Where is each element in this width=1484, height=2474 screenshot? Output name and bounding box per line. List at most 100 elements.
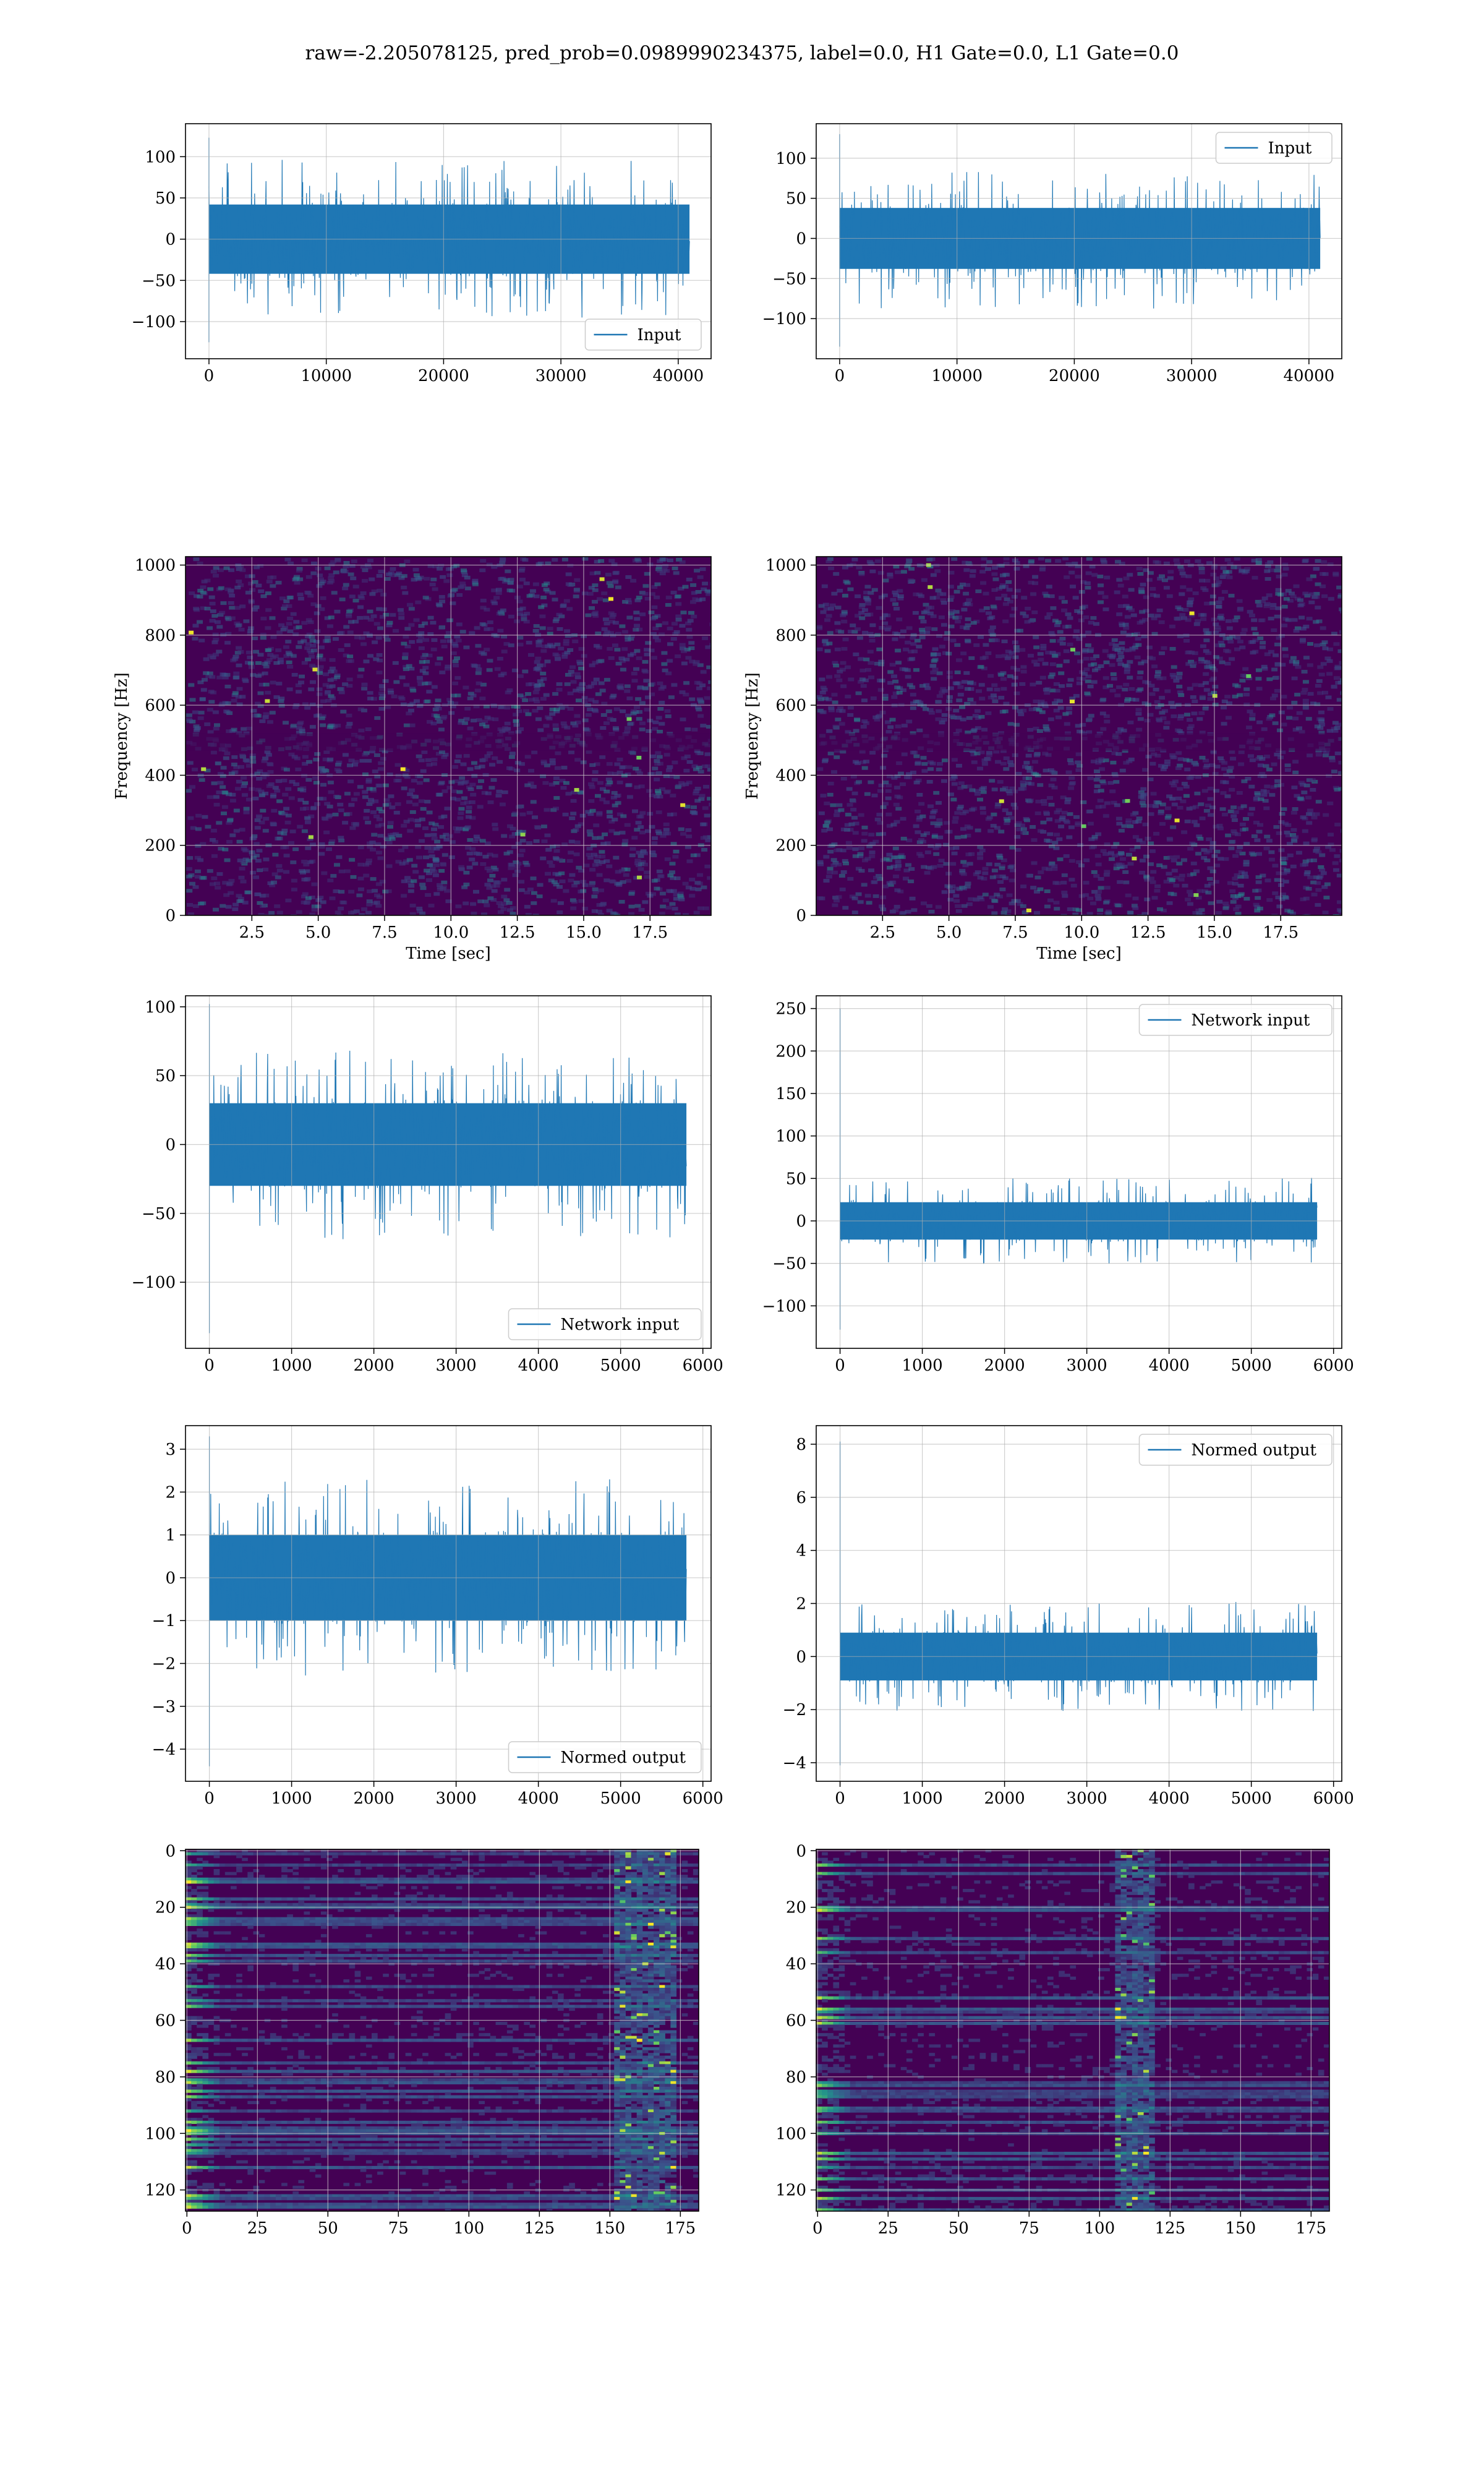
y-tick-label: 4 bbox=[796, 1542, 806, 1560]
x-tick-label: 30000 bbox=[535, 367, 587, 385]
y-tick-label: 0 bbox=[796, 229, 806, 248]
grid-p5 bbox=[186, 996, 711, 1348]
x-tick-label: 7.5 bbox=[372, 923, 397, 942]
y-tick-label: 80 bbox=[155, 2068, 176, 2087]
y-tick-label: 6 bbox=[796, 1489, 806, 1507]
x-tick-label: 3000 bbox=[436, 1356, 477, 1375]
x-tick-label: 1000 bbox=[902, 1356, 943, 1375]
y-tick-label: 2 bbox=[165, 1483, 176, 1502]
x-tick-label: 175 bbox=[665, 2219, 696, 2238]
x-tick-label: 7.5 bbox=[1002, 923, 1028, 942]
y-tick-label: 0 bbox=[165, 1569, 176, 1588]
grid-p10 bbox=[816, 1849, 1329, 2211]
legend: Input bbox=[584, 319, 702, 351]
x-tick-label: 10000 bbox=[931, 367, 983, 385]
y-tick-label: 50 bbox=[155, 189, 176, 208]
y-tick-label: 1000 bbox=[135, 557, 176, 575]
axes-frame bbox=[816, 995, 1342, 1349]
y-tick-label: 200 bbox=[775, 837, 806, 855]
x-tick-label: 5000 bbox=[1231, 1789, 1272, 1808]
legend: Network input bbox=[1138, 1004, 1333, 1036]
x-tick-label: 40000 bbox=[1284, 367, 1335, 385]
x-tick-label: 25 bbox=[247, 2219, 268, 2238]
x-tick-label: 5.0 bbox=[305, 923, 331, 942]
x-tick-label: 20000 bbox=[1049, 367, 1100, 385]
legend: Network input bbox=[508, 1308, 702, 1340]
x-tick-label: 2000 bbox=[354, 1789, 394, 1808]
x-tick-label: 3000 bbox=[1067, 1789, 1107, 1808]
x-tick-label: 1000 bbox=[271, 1789, 312, 1808]
y-tick-label: 0 bbox=[165, 231, 176, 249]
x-tick-label: 12.5 bbox=[1130, 923, 1166, 942]
y-tick-label: 400 bbox=[775, 766, 806, 785]
y-tick-label: 100 bbox=[145, 2125, 176, 2143]
x-tick-label: 5.0 bbox=[936, 923, 962, 942]
axes-frame bbox=[185, 556, 712, 916]
y-tick-label: 20 bbox=[155, 1899, 176, 1917]
x-tick-label: 10000 bbox=[301, 367, 352, 385]
subplot-p5: 0 1000 2000 3000 4000 5000 6000 −100 −50 0 50 100 Ne… bbox=[132, 995, 723, 1375]
axes-frame bbox=[816, 123, 1342, 359]
y-tick-label: 250 bbox=[775, 1000, 806, 1019]
y-tick-label: 2 bbox=[796, 1595, 806, 1614]
y-tick-label: 200 bbox=[145, 837, 176, 855]
y-tick-label: 200 bbox=[775, 1042, 806, 1061]
x-axis-label: Time [sec] bbox=[1036, 944, 1122, 963]
x-tick-label: 0 bbox=[182, 2219, 192, 2238]
y-tick-label: 150 bbox=[775, 1085, 806, 1103]
x-tick-label: 4000 bbox=[518, 1356, 559, 1375]
y-tick-label: −50 bbox=[142, 272, 176, 290]
series-line-p6 bbox=[839, 1008, 1318, 1330]
axes-frame bbox=[816, 556, 1342, 916]
x-tick-label: 3000 bbox=[436, 1789, 477, 1808]
y-tick-label: −100 bbox=[762, 310, 806, 328]
y-tick-label: 600 bbox=[775, 696, 806, 715]
x-tick-label: 4000 bbox=[518, 1789, 559, 1808]
x-tick-label: 125 bbox=[524, 2219, 555, 2238]
y-tick-label: 600 bbox=[145, 696, 176, 715]
y-tick-label: −1 bbox=[152, 1612, 176, 1630]
subplot-p6: 0 1000 2000 3000 4000 5000 6000 −100 −50 0 50 100 15… bbox=[762, 995, 1354, 1375]
x-tick-label: 2.5 bbox=[870, 923, 895, 942]
x-tick-label: 15.0 bbox=[566, 923, 602, 942]
legend-label: Normed output bbox=[1192, 1441, 1317, 1460]
y-tick-label: 0 bbox=[796, 907, 806, 925]
y-tick-label: 40 bbox=[786, 1955, 806, 1974]
x-tick-label: 150 bbox=[595, 2219, 626, 2238]
subplot-p3: 2.5 5.0 7.5 10.0 12.5 15.0 17.5 0 200 400 600 800 10… bbox=[113, 556, 712, 963]
x-tick-label: 10.0 bbox=[433, 923, 469, 942]
x-tick-label: 4000 bbox=[1149, 1789, 1190, 1808]
y-tick-label: 60 bbox=[786, 2012, 806, 2031]
axes-frame bbox=[185, 995, 712, 1349]
y-tick-label: 100 bbox=[775, 2125, 806, 2143]
y-tick-label: −3 bbox=[152, 1698, 176, 1716]
y-tick-label: 0 bbox=[796, 1648, 806, 1666]
x-tick-label: 25 bbox=[878, 2219, 898, 2238]
y-tick-label: 100 bbox=[775, 1128, 806, 1146]
y-tick-label: −100 bbox=[132, 1273, 176, 1292]
y-tick-label: 1 bbox=[165, 1526, 176, 1545]
x-tick-label: 100 bbox=[454, 2219, 485, 2238]
legend: Normed output bbox=[1138, 1434, 1333, 1466]
y-tick-label: 80 bbox=[786, 2068, 806, 2087]
y-tick-label: −100 bbox=[132, 313, 176, 332]
x-tick-label: 0 bbox=[204, 1356, 215, 1375]
y-tick-label: −2 bbox=[152, 1654, 176, 1673]
x-tick-label: 5000 bbox=[600, 1356, 641, 1375]
y-tick-label: −50 bbox=[142, 1205, 176, 1223]
x-tick-label: 0 bbox=[835, 367, 845, 385]
series-line-p1 bbox=[208, 137, 690, 343]
y-tick-label: 100 bbox=[775, 150, 806, 168]
axes-frame bbox=[816, 1849, 1330, 2212]
x-tick-label: 175 bbox=[1296, 2219, 1327, 2238]
x-tick-label: 50 bbox=[949, 2219, 969, 2238]
grid-p3 bbox=[186, 557, 711, 915]
y-tick-label: −4 bbox=[783, 1754, 806, 1773]
y-tick-label: 40 bbox=[155, 1955, 176, 1974]
x-tick-label: 17.5 bbox=[1263, 923, 1298, 942]
y-tick-label: 0 bbox=[796, 1842, 806, 1860]
grid-p8 bbox=[816, 1426, 1342, 1781]
axes-frame bbox=[185, 1425, 712, 1782]
y-tick-label: 120 bbox=[775, 2181, 806, 2200]
x-tick-label: 15.0 bbox=[1196, 923, 1232, 942]
